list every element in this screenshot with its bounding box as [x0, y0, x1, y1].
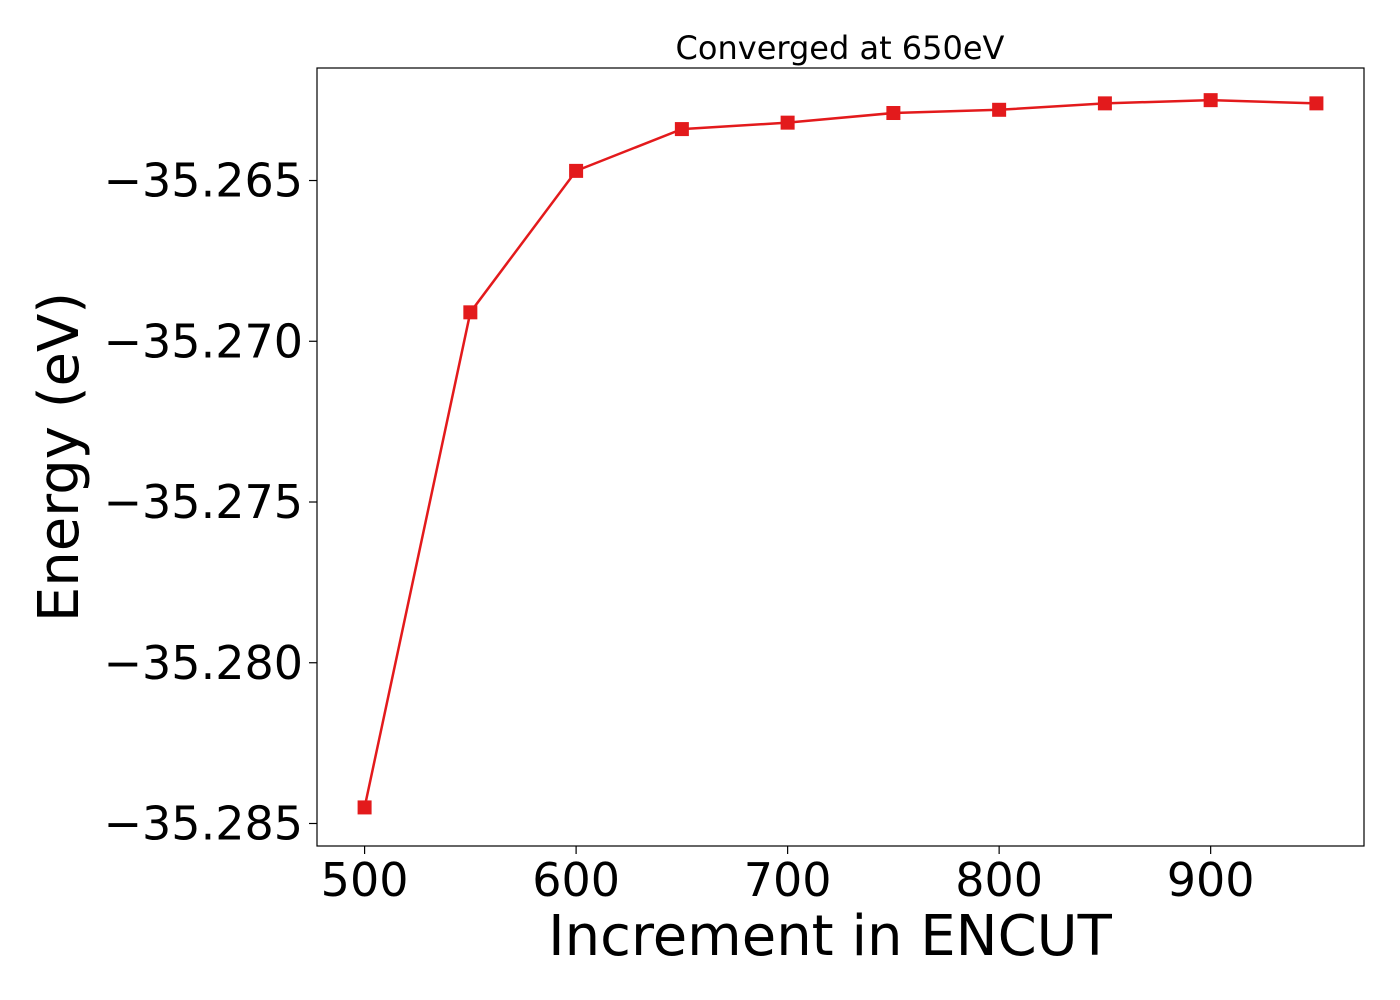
axis-ticks: 500 600 700 800 900 −35.285 −35.280 −35.275 −35.… — [104, 154, 1255, 907]
data-point — [886, 106, 901, 121]
series-line — [363, 98, 1317, 808]
x-tick-label: 900 — [1167, 853, 1255, 907]
y-tick-label: −35.275 — [104, 475, 304, 529]
series-layer — [357, 93, 1324, 815]
x-tick-label: 800 — [955, 853, 1043, 907]
y-tick-label: −35.265 — [104, 154, 304, 208]
data-point — [780, 115, 795, 130]
x-axis-label: Increment in ENCUT — [548, 904, 1113, 969]
y-axis-label: Energy (eV) — [27, 292, 92, 622]
chart-title: Converged at 650eV — [676, 29, 1005, 67]
y-tick-label: −35.270 — [104, 314, 304, 368]
data-point — [992, 102, 1007, 117]
x-tick-label: 700 — [744, 853, 832, 907]
data-point — [463, 305, 478, 320]
y-tick-label: −35.285 — [104, 796, 304, 850]
plot-area-frame — [316, 67, 1365, 847]
x-tick-label: 600 — [532, 853, 620, 907]
data-point — [1097, 96, 1112, 111]
data-point — [1309, 96, 1324, 111]
data-point — [1203, 93, 1218, 108]
x-tick-label: 500 — [321, 853, 409, 907]
data-point — [674, 122, 689, 137]
y-tick-label: −35.280 — [104, 636, 304, 690]
data-point — [569, 163, 584, 178]
data-point — [357, 800, 372, 815]
